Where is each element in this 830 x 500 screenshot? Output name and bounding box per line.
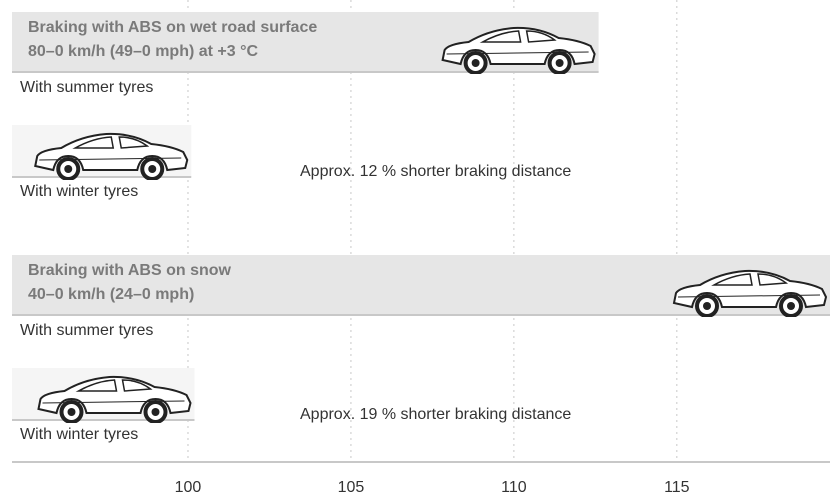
plot: Braking with ABS on wet road surface 80–0… <box>12 12 830 495</box>
category-label: With winter tyres <box>20 183 138 200</box>
annotation: Approx. 12 % shorter braking distance <box>300 163 571 180</box>
x-tick-label: 110 <box>501 479 527 495</box>
category-label: With summer tyres <box>20 322 153 339</box>
chart: Braking with ABS on wet road surface 80–0… <box>0 0 830 495</box>
x-tick-label: 115 <box>664 479 690 495</box>
annotation: Approx. 19 % shorter braking distance <box>300 406 571 423</box>
x-tick-label: 105 <box>338 479 365 495</box>
panel-subtitle: 80–0 km/h (49–0 mph) at +3 °C <box>28 43 259 60</box>
category-label: With summer tyres <box>20 79 153 96</box>
x-tick-label: 100 <box>175 479 202 495</box>
category-label: With winter tyres <box>20 426 138 443</box>
panel-title: Braking with ABS on snow <box>28 262 232 279</box>
panel-title: Braking with ABS on wet road surface <box>28 19 317 36</box>
panel-subtitle: 40–0 km/h (24–0 mph) <box>28 286 194 303</box>
